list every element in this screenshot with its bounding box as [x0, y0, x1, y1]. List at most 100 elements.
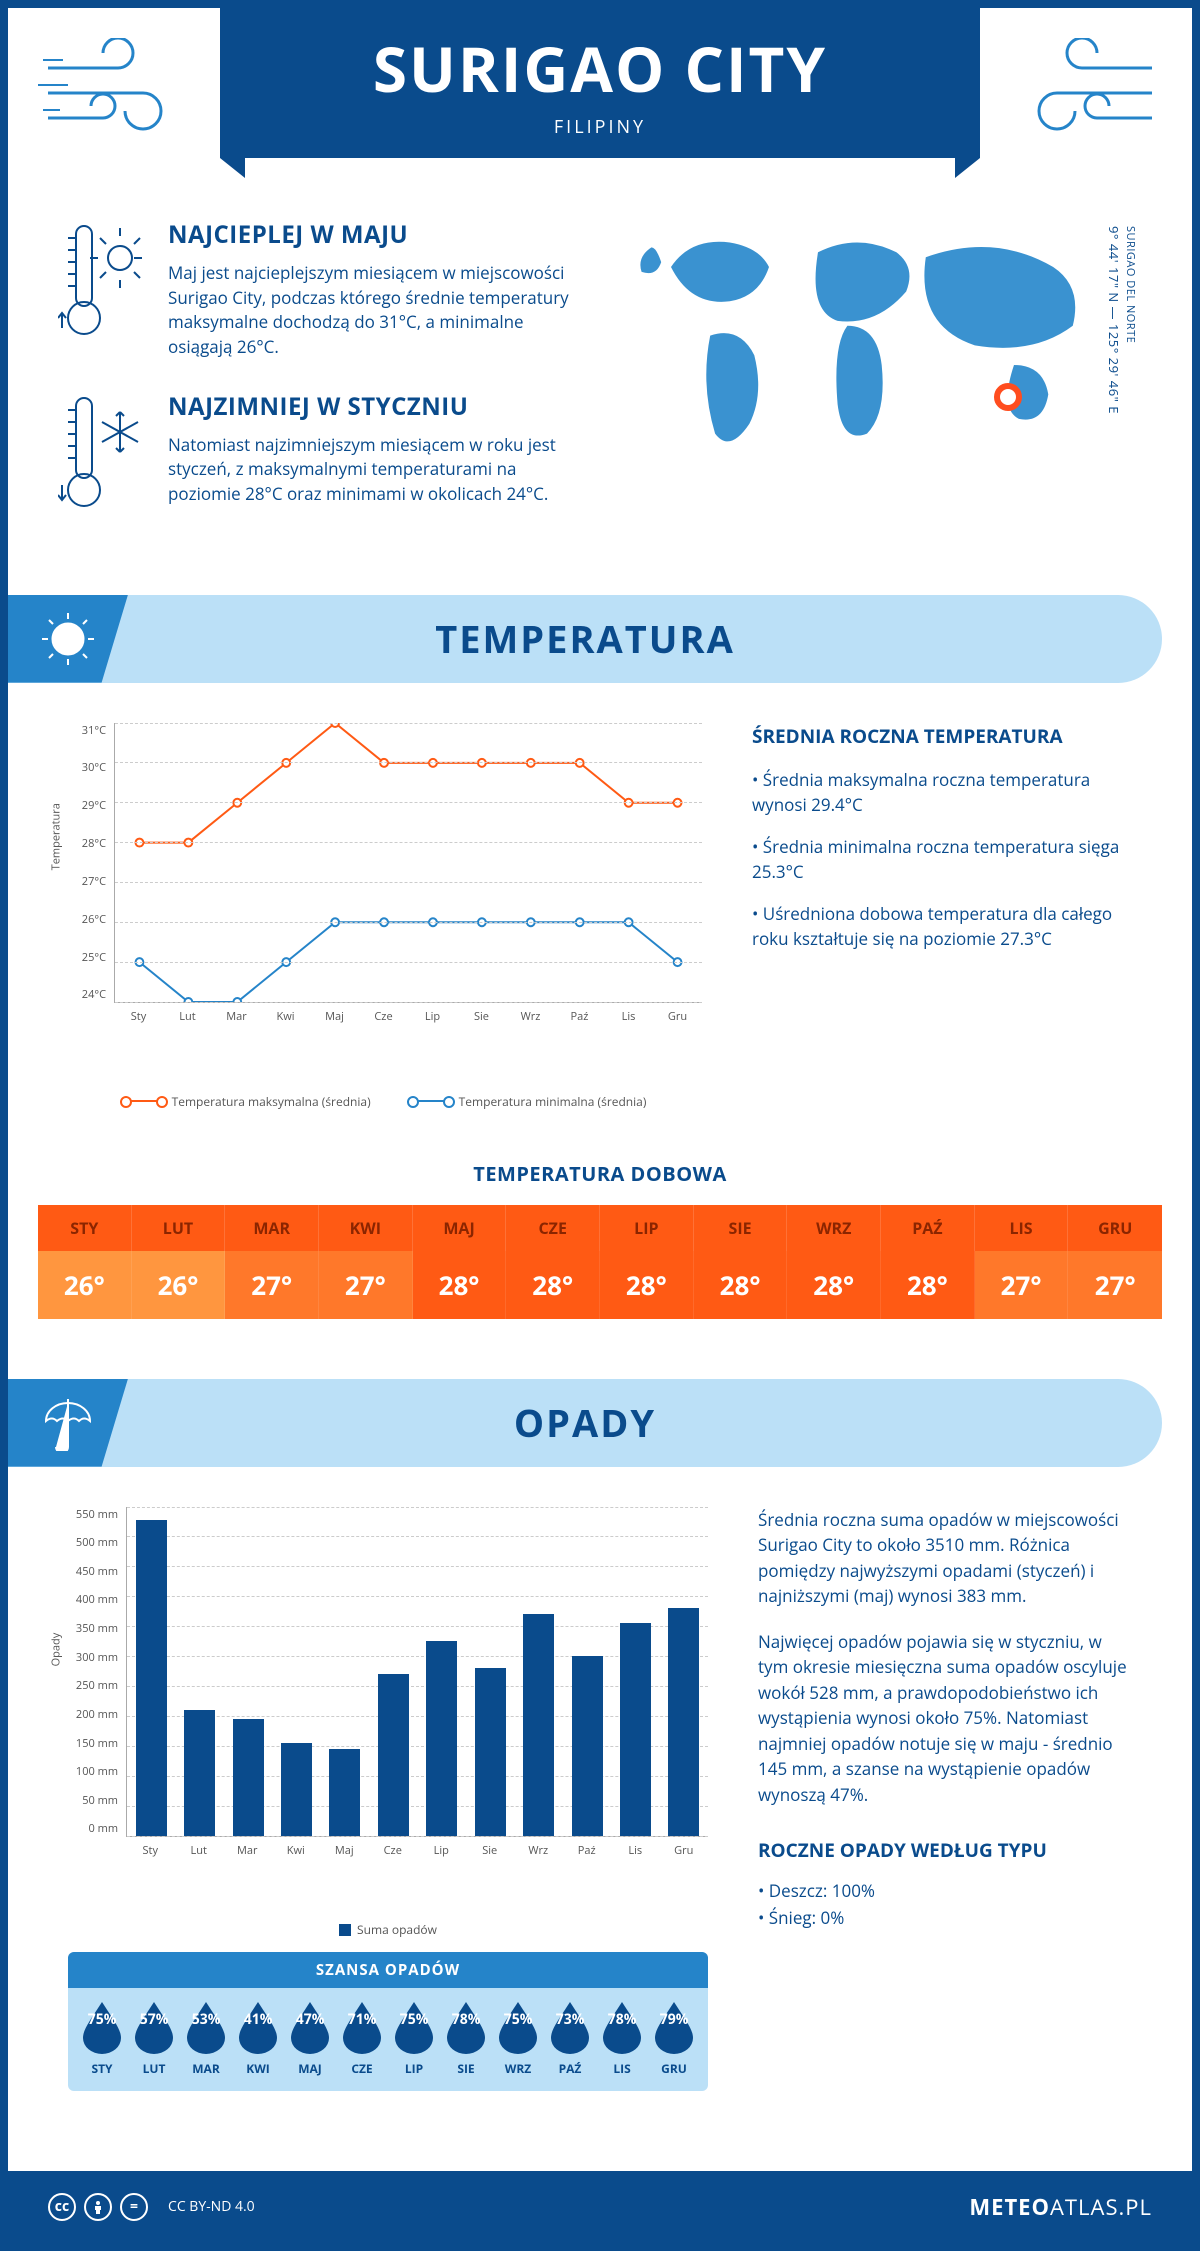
- daily-col: CZE28°: [506, 1205, 600, 1319]
- precip-type-heading: ROCZNE OPADY WEDŁUG TYPU: [758, 1837, 1132, 1863]
- rain-stat: • Deszcz: 100%: [758, 1877, 1132, 1904]
- warmest-block: NAJCIEPLEJ W MAJU Maj jest najcieplejszy…: [58, 218, 582, 360]
- wind-icon-right: [1012, 38, 1162, 148]
- daily-col: SIE28°: [694, 1205, 788, 1319]
- daily-col: WRZ28°: [787, 1205, 881, 1319]
- bar: [136, 1520, 167, 1836]
- bar-slot: [418, 1507, 466, 1836]
- temperature-body: Temperatura 31°C30°C29°C28°C27°C26°C25°C…: [8, 683, 1192, 1140]
- cc-nd-icon: =: [120, 2193, 148, 2221]
- chance-drops-row: 75%STY57%LUT53%MAR41%KWI47%MAJ71%CZE75%L…: [68, 1988, 708, 2077]
- temp-bullet: • Średnia maksymalna roczna temperatura …: [752, 767, 1132, 818]
- chance-drop: 78%LIS: [596, 2000, 648, 2077]
- temperature-chart: Temperatura 31°C30°C29°C28°C27°C26°C25°C…: [68, 723, 702, 1110]
- chance-drop: 75%LIP: [388, 2000, 440, 2077]
- bar-slot: [127, 1507, 175, 1836]
- bar-slot: [272, 1507, 320, 1836]
- daily-col: LUT26°: [132, 1205, 226, 1319]
- bar-slot: [175, 1507, 223, 1836]
- temperature-section-header: TEMPERATURA: [8, 595, 1162, 683]
- intro-section: NAJCIEPLEJ W MAJU Maj jest najcieplejszy…: [8, 178, 1192, 595]
- city-title: SURIGAO CITY: [373, 27, 827, 111]
- chance-drop: 78%SIE: [440, 2000, 492, 2077]
- precipitation-side-text: Średnia roczna suma opadów w miejscowośc…: [758, 1507, 1132, 2091]
- bar-slot: [321, 1507, 369, 1836]
- precip-y-ticks: 550 mm500 mm450 mm400 mm350 mm300 mm250 …: [68, 1507, 118, 1837]
- country-subtitle: FILIPINY: [554, 115, 646, 139]
- coldest-title: NAJZIMNIEJ W STYCZNIU: [168, 390, 582, 423]
- precipitation-heading: OPADY: [514, 1397, 656, 1449]
- precipitation-chart: Opady 550 mm500 mm450 mm400 mm350 mm300 …: [68, 1507, 708, 2091]
- chance-title: SZANSA OPADÓW: [68, 1952, 708, 1988]
- bar: [668, 1608, 699, 1835]
- bar-slot: [563, 1507, 611, 1836]
- bar: [233, 1719, 264, 1836]
- intro-text-column: NAJCIEPLEJ W MAJU Maj jest najcieplejszy…: [58, 218, 582, 555]
- bar: [281, 1743, 312, 1836]
- precip-para2: Najwięcej opadów pojawia się w styczniu,…: [758, 1629, 1132, 1808]
- chance-drop: 73%PAŹ: [544, 2000, 596, 2077]
- bar: [572, 1656, 603, 1835]
- bar-slot: [224, 1507, 272, 1836]
- daily-col: STY26°: [38, 1205, 132, 1319]
- temp-y-ticks: 31°C30°C29°C28°C27°C26°C25°C24°C: [72, 723, 106, 1003]
- license-text: CC BY-ND 4.0: [168, 2197, 255, 2216]
- bar: [378, 1674, 409, 1836]
- sun-icon: [8, 595, 128, 683]
- daily-col: PAŹ28°: [881, 1205, 975, 1319]
- chance-drop: 47%MAJ: [284, 2000, 336, 2077]
- precip-y-axis-title: Opady: [49, 1632, 64, 1666]
- header: SURIGAO CITY FILIPINY: [8, 8, 1192, 178]
- chance-drop: 53%MAR: [180, 2000, 232, 2077]
- chance-drop: 79%GRU: [648, 2000, 700, 2077]
- infographic-frame: SURIGAO CITY FILIPINY: [0, 0, 1200, 2251]
- daily-col: GRU27°: [1068, 1205, 1162, 1319]
- thermometer-snow-icon: [58, 390, 148, 525]
- coldest-block: NAJZIMNIEJ W STYCZNIU Natomiast najzimni…: [58, 390, 582, 525]
- legend-min: Temperatura minimalna (średnia): [411, 1093, 647, 1110]
- precipitation-body: Opady 550 mm500 mm450 mm400 mm350 mm300 …: [8, 1467, 1192, 2111]
- map-column: SURIGAO DEL NORTE 9° 44' 17" N — 125° 29…: [622, 218, 1112, 555]
- chance-drop: 75%WRZ: [492, 2000, 544, 2077]
- title-banner: SURIGAO CITY FILIPINY: [220, 8, 980, 158]
- bar: [184, 1710, 215, 1836]
- temp-x-ticks: StyLutMarKwiMajCzeLipSieWrzPaźLisGru: [114, 1009, 702, 1024]
- umbrella-icon: [8, 1379, 128, 1467]
- precip-para1: Średnia roczna suma opadów w miejscowośc…: [758, 1507, 1132, 1609]
- snow-stat: • Śnieg: 0%: [758, 1904, 1132, 1931]
- legend-max: Temperatura maksymalna (średnia): [124, 1093, 371, 1110]
- warmest-title: NAJCIEPLEJ W MAJU: [168, 218, 582, 251]
- daily-col: MAJ28°: [413, 1205, 507, 1319]
- bar-slot: [611, 1507, 659, 1836]
- chance-drop: 75%STY: [76, 2000, 128, 2077]
- bar-slot: [466, 1507, 514, 1836]
- footer-brand: METEOATLAS.PL: [969, 2192, 1152, 2222]
- daily-temp-title: TEMPERATURA DOBOWA: [8, 1160, 1192, 1187]
- daily-col: LIP28°: [600, 1205, 694, 1319]
- warmest-body: Maj jest najcieplejszym miesiącem w miej…: [168, 261, 582, 360]
- bar-slot: [369, 1507, 417, 1836]
- bar: [426, 1641, 457, 1835]
- precip-x-ticks: StyLutMarKwiMajCzeLipSieWrzPaźLisGru: [126, 1843, 708, 1858]
- daily-temp-table: STY26°LUT26°MAR27°KWI27°MAJ28°CZE28°LIP2…: [38, 1205, 1162, 1319]
- daily-col: KWI27°: [319, 1205, 413, 1319]
- footer: cc = CC BY-ND 4.0 METEOATLAS.PL: [8, 2171, 1192, 2243]
- wind-icon-left: [38, 38, 188, 148]
- cc-by-icon: [84, 2193, 112, 2221]
- cc-icons: cc =: [48, 2193, 148, 2221]
- precip-legend: Suma opadów: [68, 1867, 708, 1938]
- bar-slot: [660, 1507, 708, 1836]
- precipitation-chance-box: SZANSA OPADÓW 75%STY57%LUT53%MAR41%KWI47…: [68, 1952, 708, 2091]
- precipitation-section-header: OPADY: [8, 1379, 1162, 1467]
- chance-drop: 71%CZE: [336, 2000, 388, 2077]
- temp-bullet: • Uśredniona dobowa temperatura dla całe…: [752, 901, 1132, 952]
- bar: [620, 1623, 651, 1835]
- temperature-heading: TEMPERATURA: [435, 613, 735, 665]
- chance-drop: 57%LUT: [128, 2000, 180, 2077]
- chance-drop: 41%KWI: [232, 2000, 284, 2077]
- temp-chart-legend: Temperatura maksymalna (średnia) Tempera…: [68, 1043, 702, 1110]
- region-label: SURIGAO DEL NORTE: [1123, 226, 1138, 410]
- bar: [475, 1668, 506, 1835]
- bar: [329, 1749, 360, 1836]
- bar-slot: [514, 1507, 562, 1836]
